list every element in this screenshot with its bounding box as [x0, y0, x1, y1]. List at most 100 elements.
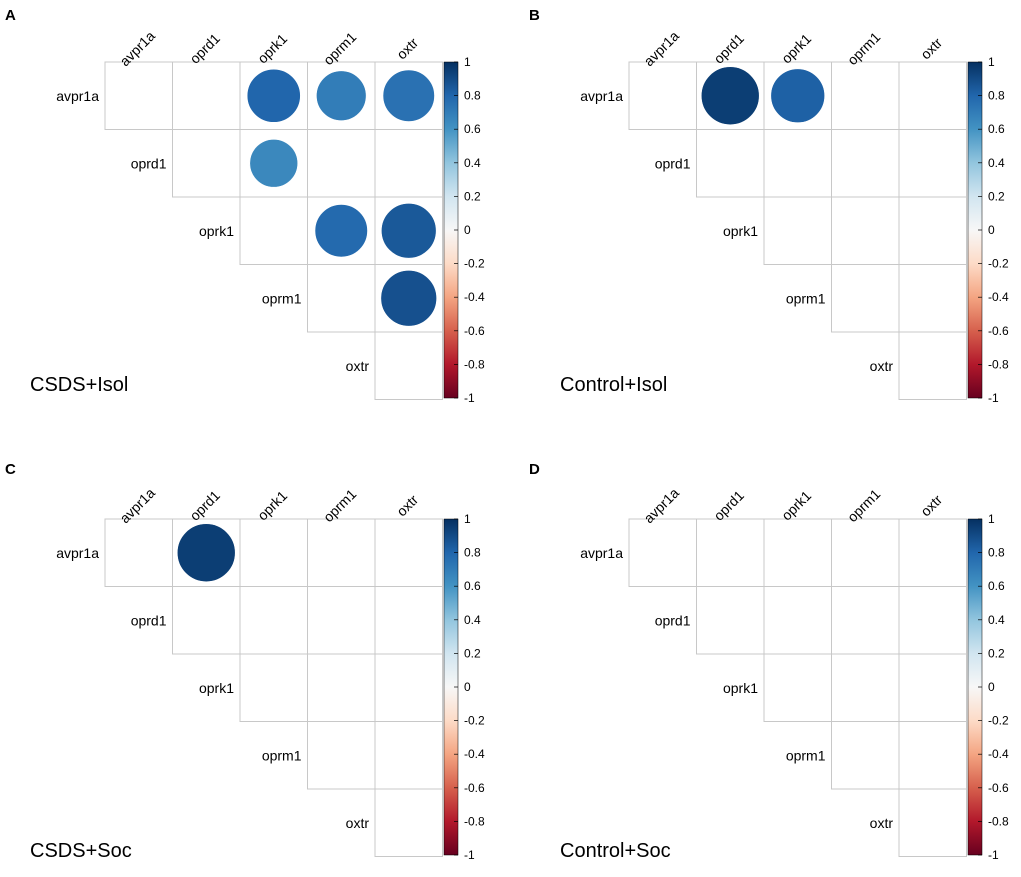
column-label: oprk1 — [254, 487, 290, 523]
correlation-circle — [246, 68, 301, 123]
grid-cell — [374, 653, 443, 722]
correlation-circle — [700, 66, 760, 126]
legend-tick-label: -1 — [988, 391, 999, 405]
grid-cell — [898, 518, 967, 587]
row-label: oprd1 — [655, 612, 691, 628]
legend-tick-label: 0.6 — [988, 122, 1005, 136]
correlation-circle — [380, 270, 437, 327]
grid-cell — [898, 129, 967, 198]
legend-tick-label: 1 — [464, 512, 471, 526]
column-label: avpr1a — [640, 28, 682, 70]
grid-cell — [898, 721, 967, 790]
grid-cell — [696, 518, 765, 587]
row-label: oprk1 — [723, 223, 758, 239]
legend-tick-label: -0.4 — [988, 747, 1009, 761]
legend-tick-label: 0.4 — [464, 613, 481, 627]
grid-cell — [628, 61, 697, 130]
panel-letter: C — [5, 461, 16, 478]
panel-letter: B — [529, 7, 540, 24]
legend-tick-label: 0.2 — [988, 189, 1005, 203]
legend-tick-label: 0 — [988, 223, 995, 237]
row-label: oprm1 — [786, 747, 826, 763]
row-label: oprk1 — [723, 680, 758, 696]
grid-cell — [831, 653, 900, 722]
legend-tick-label: -0.2 — [464, 714, 485, 728]
legend-tick-label: -0.6 — [988, 781, 1009, 795]
grid-cell — [172, 129, 241, 198]
row-label: oxtr — [346, 815, 370, 831]
legend-tick-label: -0.8 — [988, 357, 1009, 371]
grid-cell — [307, 518, 376, 587]
grid-cell — [763, 196, 832, 265]
grid-cell — [831, 196, 900, 265]
grid-cell — [104, 518, 173, 587]
legend-tick-label: -0.4 — [464, 747, 485, 761]
grid-cell — [831, 129, 900, 198]
correlation-circle — [314, 204, 368, 258]
legend-tick-label: 0.8 — [464, 89, 481, 103]
legend-tick-label: 0.2 — [464, 189, 481, 203]
legend-tick-label: 0.4 — [988, 156, 1005, 170]
legend-tick-label: -1 — [464, 391, 475, 405]
legend-tick-label: 0.8 — [464, 546, 481, 560]
row-label: oxtr — [346, 358, 370, 374]
grid-cell — [898, 61, 967, 130]
column-label: oprd1 — [710, 487, 747, 524]
grid-cell — [239, 518, 308, 587]
legend-tick-label: -0.2 — [988, 257, 1009, 271]
legend-tick-label: -0.4 — [464, 290, 485, 304]
legend-tick-label: 0.6 — [464, 579, 481, 593]
grid-cell — [307, 264, 376, 333]
grid-cell — [104, 61, 173, 130]
column-label: oprk1 — [778, 30, 814, 66]
legend-tick-label: 0 — [464, 223, 471, 237]
legend-tick-label: 0.2 — [988, 646, 1005, 660]
group-label: Control+Isol — [560, 374, 667, 396]
row-label: oprm1 — [786, 290, 826, 306]
grid-cell — [307, 586, 376, 655]
legend-tick-label: 0 — [464, 680, 471, 694]
grid-cell — [898, 788, 967, 857]
grid-cell — [374, 586, 443, 655]
column-label: oxtr — [917, 34, 945, 62]
grid-cell — [239, 196, 308, 265]
grid-cell — [307, 721, 376, 790]
column-label: oprd1 — [186, 487, 223, 524]
legend-tick-label: 0.4 — [988, 613, 1005, 627]
grid-cell — [696, 586, 765, 655]
column-label: oprd1 — [186, 30, 223, 67]
grid-cell — [898, 586, 967, 655]
panel-a: A avpr1a oprd1 oprk1 oprm1 oxtr avpr1a oprd1 op… — [5, 7, 485, 405]
group-label: CSDS+Isol — [30, 374, 128, 396]
grid-cell — [763, 653, 832, 722]
column-label: oxtr — [917, 491, 945, 519]
legend-tick-label: 0.6 — [988, 579, 1005, 593]
row-label: oprk1 — [199, 680, 234, 696]
grid-cell — [307, 653, 376, 722]
grid-cell — [898, 331, 967, 400]
grid-cell — [172, 61, 241, 130]
legend-tick-label: 1 — [988, 512, 995, 526]
legend-tick-label: -0.8 — [464, 357, 485, 371]
panel-letter: D — [529, 461, 540, 478]
row-label: oprm1 — [262, 290, 302, 306]
row-label: avpr1a — [56, 545, 99, 561]
column-label: oxtr — [393, 34, 421, 62]
grid-cell — [763, 586, 832, 655]
grid-cell — [307, 129, 376, 198]
grid-cell — [374, 788, 443, 857]
legend-tick-label: -1 — [464, 848, 475, 862]
row-label: oprk1 — [199, 223, 234, 239]
grid-cell — [696, 129, 765, 198]
legend-tick-label: -0.6 — [464, 324, 485, 338]
correlation-circle — [316, 70, 367, 121]
grid-cell — [763, 129, 832, 198]
legend-tick-label: 1 — [988, 55, 995, 69]
legend-tick-label: -0.2 — [988, 714, 1009, 728]
column-label: oprk1 — [254, 30, 290, 66]
row-label: avpr1a — [580, 545, 623, 561]
grid-cell — [831, 61, 900, 130]
correlation-circle — [381, 203, 437, 259]
grid-cell — [898, 196, 967, 265]
